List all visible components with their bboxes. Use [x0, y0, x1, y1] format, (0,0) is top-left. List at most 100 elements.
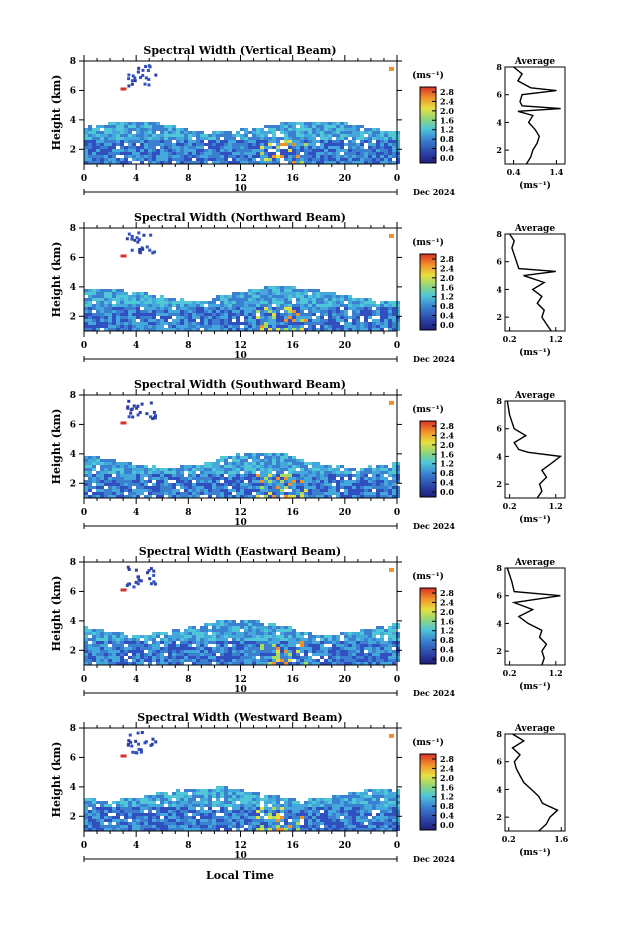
colorbar-tick-label: 2.8: [440, 254, 454, 264]
y-tick-label: 4: [70, 783, 76, 793]
avg-y-tick-label: 8: [496, 62, 502, 72]
x-tick-label: 0: [81, 174, 87, 184]
avg-y-tick-label: 2: [496, 479, 502, 489]
colorbar: [419, 86, 437, 164]
panel-title: Spectral Width (Westward Beam): [137, 711, 342, 724]
day-label: 10: [234, 518, 247, 528]
colorbar-tick-label: 2.4: [440, 96, 454, 106]
avg-x-tick-label: 1.4: [549, 167, 563, 177]
colorbar: [419, 253, 437, 331]
avg-y-tick-label: 8: [496, 396, 502, 406]
avg-y-tick-label: 2: [496, 646, 502, 656]
avg-x-label: (ms⁻¹): [519, 347, 551, 358]
heatmap-cells: [84, 64, 400, 164]
avg-y-tick-label: 4: [496, 618, 502, 628]
colorbar-tick-label: 1.6: [440, 115, 454, 125]
y-tick-label: 6: [70, 86, 76, 96]
y-tick-label: 8: [70, 724, 76, 734]
colorbar-tick-label: 0.8: [440, 134, 454, 144]
avg-x-tick-label: 0.2: [502, 834, 516, 844]
colorbar-unit: (ms⁻¹): [412, 737, 444, 748]
y-tick-label: 2: [70, 479, 76, 489]
date-label: Dec 2024: [413, 688, 455, 698]
colorbar-unit: (ms⁻¹): [412, 70, 444, 81]
x-tick-label: 12: [234, 341, 247, 351]
day-label: 10: [234, 351, 247, 361]
colorbar-tick-label: 0.0: [440, 820, 454, 830]
day-label: 10: [234, 685, 247, 695]
colorbar-tick-label: 0.8: [440, 301, 454, 311]
avg-x-label: (ms⁻¹): [519, 514, 551, 525]
y-axis-label: Height (km): [50, 242, 63, 318]
colorbar-tick-label: 2.0: [440, 106, 454, 116]
y-tick-label: 4: [70, 617, 76, 627]
avg-y-tick-label: 2: [496, 812, 502, 822]
colorbar-tick-label: 2.4: [440, 430, 454, 440]
x-axis-label: Local Time: [206, 869, 274, 882]
avg-x-tick-label: 1.2: [549, 501, 563, 511]
x-tick-label: 0: [394, 841, 400, 851]
avg-x-tick-label: 0.4: [507, 167, 521, 177]
y-axis-label: Height (km): [50, 75, 63, 151]
x-tick-label: 12: [234, 508, 247, 518]
colorbar: [419, 420, 437, 498]
y-tick-label: 4: [70, 450, 76, 460]
colorbar-tick-label: 0.0: [440, 153, 454, 163]
date-label: Dec 2024: [413, 854, 455, 864]
colorbar-tick-label: 1.2: [440, 792, 454, 802]
x-tick-label: 20: [339, 675, 352, 685]
avg-y-tick-label: 6: [496, 757, 502, 767]
x-tick-label: 16: [286, 841, 299, 851]
colorbar: [419, 587, 437, 665]
heatmap-cells: [84, 565, 400, 665]
colorbar-tick-label: 2.4: [440, 263, 454, 273]
colorbar-tick-label: 1.6: [440, 282, 454, 292]
x-tick-label: 8: [185, 341, 191, 351]
colorbar-tick-label: 2.4: [440, 763, 454, 773]
colorbar-tick-label: 2.4: [440, 597, 454, 607]
colorbar-tick-label: 0.4: [440, 811, 454, 821]
avg-x-tick-label: 1.2: [549, 668, 563, 678]
avg-y-tick-label: 8: [496, 229, 502, 239]
x-tick-label: 20: [339, 174, 352, 184]
avg-y-tick-label: 4: [496, 784, 502, 794]
avg-x-label: (ms⁻¹): [519, 847, 551, 858]
average-profile-line: [509, 233, 556, 332]
colorbar-unit: (ms⁻¹): [412, 237, 444, 248]
avg-y-tick-label: 2: [496, 312, 502, 322]
average-title: Average: [514, 558, 555, 568]
day-label: 10: [234, 184, 247, 194]
colorbar-tick-label: 0.4: [440, 478, 454, 488]
colorbar-tick-label: 2.0: [440, 607, 454, 617]
x-tick-label: 8: [185, 841, 191, 851]
y-tick-label: 2: [70, 812, 76, 822]
avg-y-tick-label: 6: [496, 257, 502, 267]
x-tick-label: 8: [185, 675, 191, 685]
avg-y-tick-label: 6: [496, 424, 502, 434]
y-tick-label: 6: [70, 420, 76, 430]
avg-x-tick-label: 0.2: [503, 501, 517, 511]
date-label: Dec 2024: [413, 354, 455, 364]
x-tick-label: 4: [133, 675, 139, 685]
panel-title: Spectral Width (Vertical Beam): [143, 44, 336, 57]
avg-y-tick-label: 8: [496, 563, 502, 573]
y-tick-label: 6: [70, 253, 76, 263]
panel-title: Spectral Width (Northward Beam): [134, 211, 346, 224]
x-tick-label: 20: [339, 341, 352, 351]
x-tick-label: 16: [286, 174, 299, 184]
colorbar-tick-label: 1.2: [440, 459, 454, 469]
average-frame: [504, 233, 566, 332]
colorbar-tick-label: 0.8: [440, 801, 454, 811]
colorbar-tick-label: 0.4: [440, 144, 454, 154]
x-tick-label: 4: [133, 174, 139, 184]
x-tick-label: 0: [81, 841, 87, 851]
panel-2: Spectral Width (Northward Beam) 2 4 6 8 Heigh…: [50, 211, 566, 364]
avg-x-label: (ms⁻¹): [519, 681, 551, 692]
avg-y-tick-label: 6: [496, 591, 502, 601]
y-tick-label: 2: [70, 646, 76, 656]
colorbar-tick-label: 1.2: [440, 125, 454, 135]
colorbar-tick-label: 1.2: [440, 292, 454, 302]
heatmap-cells: [84, 231, 400, 331]
colorbar-tick-label: 2.0: [440, 273, 454, 283]
y-tick-label: 4: [70, 116, 76, 126]
